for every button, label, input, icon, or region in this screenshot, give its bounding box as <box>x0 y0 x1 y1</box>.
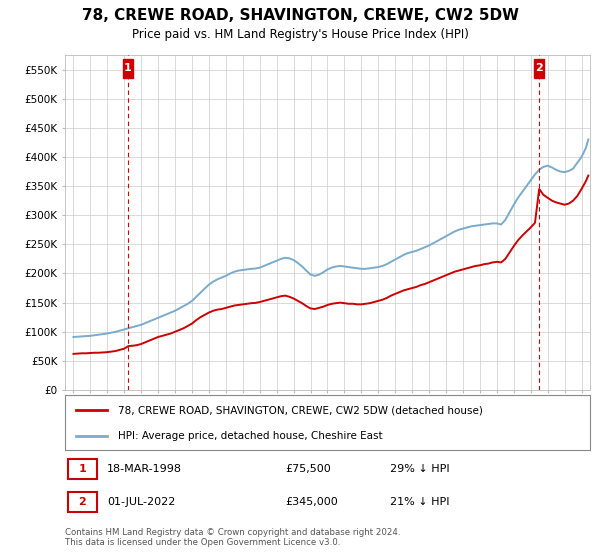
Text: 18-MAR-1998: 18-MAR-1998 <box>107 464 182 474</box>
Text: HPI: Average price, detached house, Cheshire East: HPI: Average price, detached house, Ches… <box>118 431 382 441</box>
Text: 2: 2 <box>535 63 543 73</box>
Text: 1: 1 <box>124 63 132 73</box>
Text: £345,000: £345,000 <box>286 497 338 507</box>
Text: 1: 1 <box>78 464 86 474</box>
Text: 29% ↓ HPI: 29% ↓ HPI <box>391 464 450 474</box>
FancyBboxPatch shape <box>68 459 97 479</box>
Text: Contains HM Land Registry data © Crown copyright and database right 2024.
This d: Contains HM Land Registry data © Crown c… <box>65 528 401 548</box>
Text: 78, CREWE ROAD, SHAVINGTON, CREWE, CW2 5DW (detached house): 78, CREWE ROAD, SHAVINGTON, CREWE, CW2 5… <box>118 405 482 416</box>
Text: 01-JUL-2022: 01-JUL-2022 <box>107 497 175 507</box>
Text: Price paid vs. HM Land Registry's House Price Index (HPI): Price paid vs. HM Land Registry's House … <box>131 28 469 41</box>
Text: 2: 2 <box>78 497 86 507</box>
Text: 78, CREWE ROAD, SHAVINGTON, CREWE, CW2 5DW: 78, CREWE ROAD, SHAVINGTON, CREWE, CW2 5… <box>82 8 518 23</box>
Text: 21% ↓ HPI: 21% ↓ HPI <box>391 497 450 507</box>
FancyBboxPatch shape <box>68 492 97 512</box>
Text: £75,500: £75,500 <box>286 464 331 474</box>
Bar <box>534 59 544 78</box>
Bar <box>123 59 133 78</box>
